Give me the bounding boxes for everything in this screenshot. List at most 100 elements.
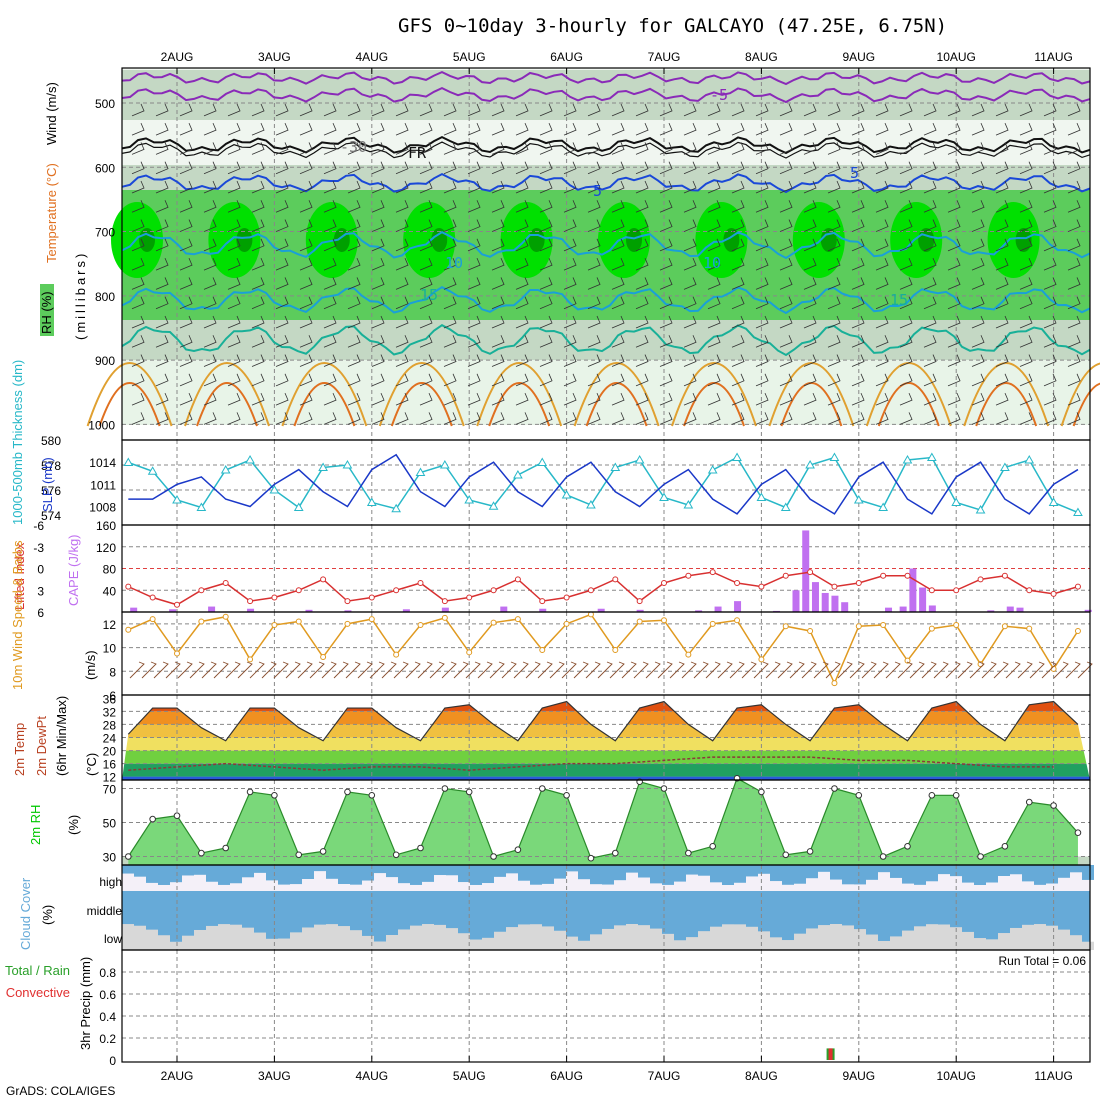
lifted-index-point xyxy=(149,594,156,601)
wind-barb xyxy=(779,354,793,367)
wind-barb-10m xyxy=(1041,661,1057,679)
wind-barb xyxy=(347,200,361,213)
date-label-top: 9AUG xyxy=(842,50,875,64)
wind-barb xyxy=(443,315,457,329)
cloud-high-cell xyxy=(470,865,482,885)
cloud-high-cell xyxy=(1070,865,1082,873)
cloud-low-cell xyxy=(530,924,542,950)
cloud-high-cell xyxy=(818,865,830,872)
wind-barb xyxy=(1067,335,1081,348)
wind-barb xyxy=(155,238,169,252)
wind-barb xyxy=(755,219,769,232)
wind-barb xyxy=(1043,277,1057,290)
lifted-index-point xyxy=(758,583,765,590)
cloud-low-cell xyxy=(770,937,782,950)
wind-barb xyxy=(899,296,913,310)
wind-barb xyxy=(539,315,553,329)
wind-speed-point xyxy=(563,620,570,627)
date-label-bottom: 6AUG xyxy=(550,1069,583,1083)
wind-barb xyxy=(1019,161,1033,175)
rh2m-point xyxy=(149,815,156,823)
cloud-low-cell xyxy=(410,925,422,950)
wind-barb xyxy=(515,315,529,329)
wind-barb xyxy=(179,277,193,290)
cloud-high-cell xyxy=(254,865,266,873)
wind-barb xyxy=(491,335,505,348)
wind-barb xyxy=(851,142,865,155)
wind-barb xyxy=(203,200,217,213)
wind-barb xyxy=(251,238,265,252)
cloud-high-cell xyxy=(866,865,878,880)
wind-barb xyxy=(707,354,721,367)
wind-barb xyxy=(779,238,793,252)
lifted-index-point xyxy=(1050,590,1057,597)
wind-barb xyxy=(323,180,337,194)
wind-barb xyxy=(275,103,289,117)
wind-barb xyxy=(683,103,697,117)
wind-barb-10m xyxy=(1077,661,1093,679)
wind-speed-point xyxy=(320,654,327,661)
cloud-high-cell xyxy=(590,865,602,885)
wind-barb xyxy=(275,200,289,213)
wind-barb xyxy=(1019,315,1033,329)
wind-barb xyxy=(1067,412,1081,425)
wind-barb xyxy=(899,354,913,367)
wind-barb xyxy=(539,373,553,387)
wind-barb xyxy=(467,238,481,252)
ylabel-temp: (°C) xyxy=(84,753,99,776)
lifted-index-point xyxy=(928,587,935,594)
wind-barb xyxy=(539,200,553,213)
wind-barb xyxy=(251,392,265,406)
temp-tick: 28 xyxy=(103,718,117,732)
wind-barb xyxy=(179,200,193,213)
wind-barb-10m xyxy=(249,661,265,679)
wind-barb xyxy=(563,277,577,290)
wind-barb xyxy=(539,180,553,194)
wind-tick: 10 xyxy=(103,642,117,656)
wind-barb xyxy=(707,142,721,155)
wind-barb xyxy=(899,335,913,348)
wind-barb xyxy=(491,373,505,387)
wind-barb xyxy=(323,373,337,387)
wind-barb xyxy=(851,161,865,175)
rh2m-point xyxy=(514,846,522,854)
wind-barb xyxy=(1043,219,1057,232)
wind-barb xyxy=(155,257,169,271)
wind-barb xyxy=(971,315,985,329)
wind-barb xyxy=(347,238,361,252)
wind-barb xyxy=(731,335,745,348)
wind-barb xyxy=(611,373,625,387)
cloud-low-cell xyxy=(974,938,986,950)
wind-barb xyxy=(971,122,985,136)
wind-barb xyxy=(443,142,457,155)
cloud-high-cell xyxy=(434,865,446,876)
wind-barb xyxy=(683,412,697,425)
lifted-index-point xyxy=(880,572,887,579)
wind-barb xyxy=(779,373,793,387)
cloud-low-cell xyxy=(542,926,554,950)
thickness-point xyxy=(537,457,548,466)
cloud-low-cell xyxy=(662,933,674,950)
wind-barb xyxy=(347,354,361,367)
rh2m-point xyxy=(465,788,473,796)
wind-barb xyxy=(803,277,817,290)
rh-blob xyxy=(1015,228,1032,252)
wind-barb xyxy=(443,257,457,271)
wind-barb xyxy=(299,103,313,117)
wind-barb xyxy=(995,122,1009,136)
wind-barb xyxy=(539,238,553,252)
wind-barb xyxy=(755,122,769,136)
contour-label: -30 xyxy=(340,138,367,156)
wind-barb xyxy=(971,103,985,117)
wind-barb xyxy=(227,392,241,406)
wind-barb xyxy=(467,412,481,425)
thickness-point xyxy=(561,489,572,499)
li-tick: -6 xyxy=(33,519,44,533)
lifted-index-point xyxy=(1001,572,1008,579)
thickness-point xyxy=(805,459,815,469)
wind-barb xyxy=(515,219,529,232)
date-label-top: 11AUG xyxy=(1034,50,1072,64)
cloud-high-cell xyxy=(494,865,506,877)
wind-barb xyxy=(179,122,193,136)
wind-barb xyxy=(971,161,985,175)
